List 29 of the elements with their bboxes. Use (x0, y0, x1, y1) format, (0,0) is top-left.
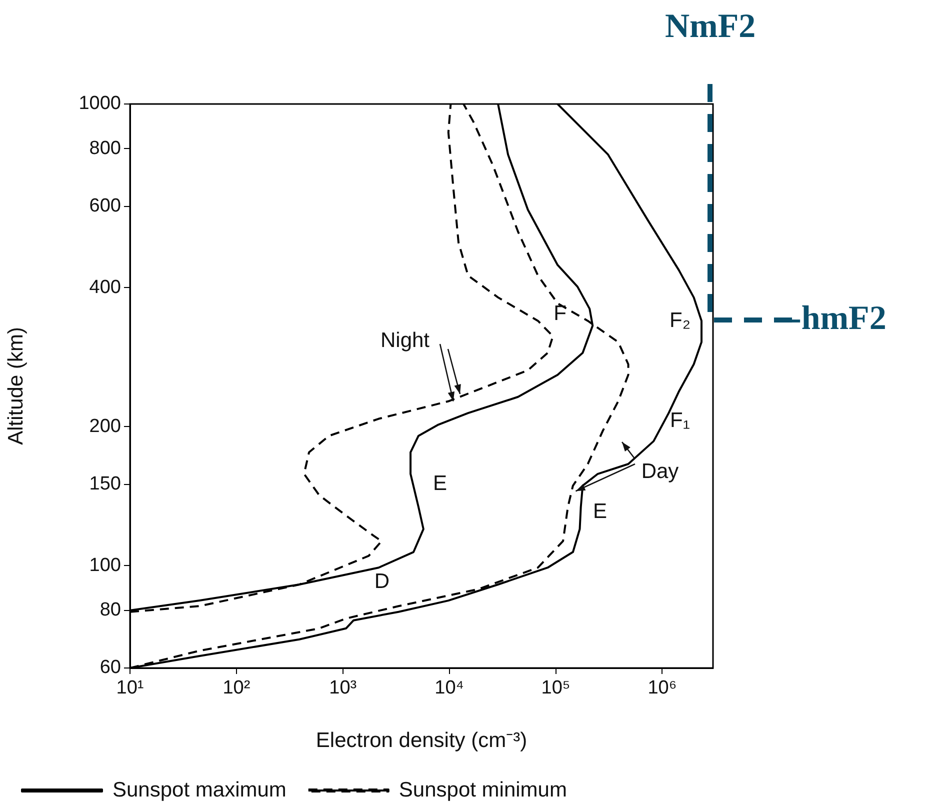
y-tick-label: 1000 (78, 93, 121, 114)
annotation: E (432, 472, 448, 495)
annotation: Day (641, 460, 680, 483)
x-tick-label: 10⁵ (541, 678, 570, 699)
y-tick-label: 200 (89, 416, 121, 437)
annotation: F₂ (670, 308, 690, 332)
text: -hmF2 (790, 300, 886, 338)
x-tick-label: 10¹ (116, 678, 144, 699)
text: NmF2 (665, 8, 756, 46)
y-tick-label: 150 (89, 474, 121, 495)
x-tick-label: 10⁶ (648, 678, 677, 699)
y-tick-label: 60 (100, 657, 121, 678)
y-tick-label: 80 (100, 600, 121, 621)
annotation: D (374, 570, 390, 593)
x-tick-label: 10⁴ (434, 678, 464, 699)
annotation: E (592, 500, 608, 523)
legend-label: Sunspot maximum (112, 778, 286, 802)
x-tick-label: 10³ (329, 678, 357, 699)
y-tick-label: 800 (89, 138, 121, 159)
annotation: F (554, 302, 566, 325)
y-tick-label: 100 (89, 554, 121, 576)
x-tick-label: 10² (222, 678, 250, 699)
annotation: Night (380, 328, 430, 352)
legend-label: Sunspot minimum (398, 778, 567, 802)
y-axis-title: Altitude (km) (4, 327, 28, 445)
y-tick-label: 600 (89, 196, 121, 217)
x-axis-title: Electron density (cm⁻³) (316, 729, 528, 752)
y-tick-label: 400 (89, 276, 121, 298)
annotation: F₁ (670, 408, 690, 432)
